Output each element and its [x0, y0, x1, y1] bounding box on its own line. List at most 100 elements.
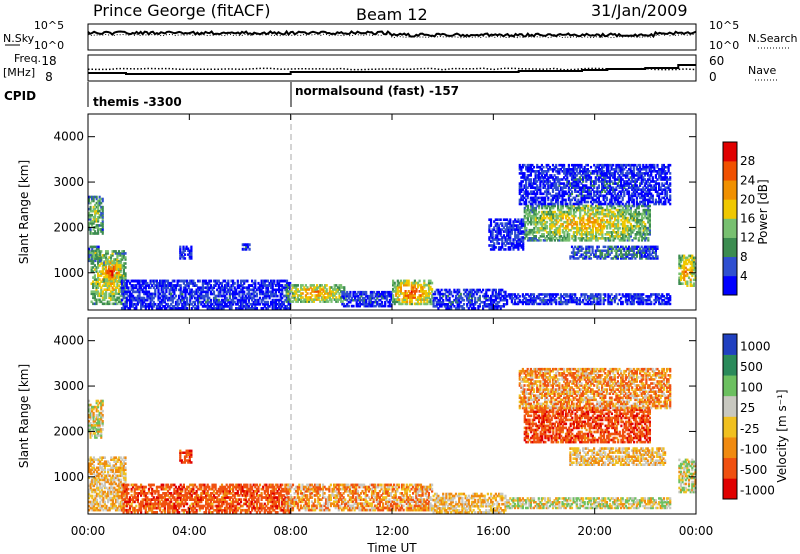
- heatmap-cell: [532, 182, 536, 185]
- heatmap-cell: [578, 178, 581, 181]
- heatmap-cell: [101, 298, 104, 302]
- heatmap-cell: [122, 282, 125, 285]
- heatmap-cell: [604, 214, 607, 218]
- heatmap-cell: [498, 305, 501, 308]
- heatmap-cell: [459, 300, 462, 304]
- heatmap-cell: [578, 165, 581, 169]
- heatmap-cell: [585, 190, 588, 193]
- heatmap-cell: [101, 264, 104, 267]
- heatmap-cell: [404, 302, 407, 306]
- heatmap-cell: [596, 210, 599, 214]
- heatmap-cell: [561, 206, 564, 210]
- heatmap-cell: [521, 174, 524, 177]
- heatmap-cell: [640, 218, 644, 222]
- heatmap-cell: [606, 226, 609, 230]
- heatmap-cell: [287, 302, 290, 306]
- heatmap-cell: [298, 294, 301, 297]
- heatmap-cell: [665, 297, 669, 300]
- heatmap-cell: [263, 305, 266, 308]
- heatmap-cell: [303, 300, 306, 303]
- heatmap-cell: [558, 224, 561, 228]
- heatmap-cell: [393, 290, 396, 293]
- heatmap-cell: [587, 231, 590, 234]
- heatmap-cell: [227, 279, 230, 283]
- heatmap-cell: [566, 218, 569, 222]
- heatmap-cell: [287, 298, 290, 301]
- heatmap-cell: [526, 190, 529, 193]
- heatmap-cell: [282, 307, 285, 310]
- heatmap-cell: [648, 226, 651, 230]
- heatmap-cell: [618, 204, 621, 208]
- heatmap-cell: [578, 297, 581, 300]
- heatmap-cell: [249, 302, 252, 306]
- heatmap-cell: [548, 176, 551, 179]
- heatmap-cell: [461, 296, 464, 300]
- heatmap-cell: [357, 290, 360, 294]
- heatmap-cell: [539, 222, 542, 226]
- heatmap-cell: [249, 294, 252, 298]
- heatmap-cell: [121, 276, 124, 279]
- heatmap-cell: [461, 307, 464, 310]
- heatmap-cell: [587, 239, 590, 242]
- heatmap-cell: [117, 279, 120, 283]
- heatmap-cell: [232, 281, 235, 285]
- heatmap-cell: [317, 290, 320, 293]
- heatmap-cell: [645, 212, 648, 216]
- heatmap-cell: [541, 220, 544, 224]
- heatmap-cell: [190, 290, 193, 294]
- heatmap-cell: [103, 277, 106, 281]
- heatmap-cell: [458, 305, 461, 308]
- heatmap-cell: [550, 210, 553, 214]
- heatmap-cell: [574, 168, 577, 171]
- heatmap-cell: [152, 305, 155, 308]
- heatmap-cell: [135, 298, 138, 302]
- heatmap-cell: [574, 222, 577, 226]
- heatmap-cell: [388, 292, 391, 296]
- heatmap-cell: [217, 307, 220, 310]
- heatmap-cell: [612, 239, 615, 242]
- heatmap-cell: [640, 293, 643, 296]
- heatmap-cell: [135, 286, 138, 290]
- heatmap-cell: [591, 231, 594, 234]
- heatmap-cell: [539, 186, 542, 189]
- heatmap-cell: [568, 216, 571, 220]
- heatmap-cell: [141, 279, 144, 283]
- heatmap-cell: [205, 300, 208, 304]
- heatmap-cell: [138, 288, 141, 292]
- heatmap-cell: [95, 278, 98, 281]
- heatmap-cell: [203, 305, 206, 308]
- heatmap-cell: [209, 307, 212, 310]
- heatmap-cell: [424, 290, 427, 293]
- heatmap-cell: [545, 231, 549, 234]
- heatmap-cell: [494, 307, 497, 310]
- heatmap-cell: [94, 251, 97, 255]
- heatmap-cell: [217, 292, 220, 296]
- heatmap-cell: [570, 295, 574, 298]
- heatmap-cell: [171, 300, 174, 304]
- heatmap-cell: [454, 296, 458, 300]
- heatmap-cell: [585, 174, 588, 177]
- heatmap-cell: [596, 208, 599, 212]
- heatmap-cell: [553, 224, 556, 228]
- heatmap-cell: [346, 302, 349, 306]
- heatmap-cell: [648, 224, 651, 228]
- heatmap-cell: [469, 305, 472, 308]
- heatmap-cell: [606, 218, 609, 222]
- heatmap-cell: [599, 220, 602, 224]
- heatmap-cell: [98, 195, 101, 199]
- heatmap-cell: [553, 297, 556, 300]
- heatmap-cell: [198, 286, 201, 290]
- heatmap-cell: [354, 294, 357, 298]
- heatmap-cell: [217, 279, 220, 283]
- heatmap-cell: [642, 204, 645, 208]
- heatmap-cell: [501, 298, 504, 302]
- heatmap-cell: [316, 298, 319, 301]
- heatmap-cell: [382, 294, 385, 298]
- heatmap-cell: [536, 188, 539, 191]
- heatmap-cell: [162, 292, 165, 296]
- heatmap-cell: [536, 180, 539, 183]
- heatmap-cell: [333, 288, 336, 291]
- heatmap-cell: [614, 216, 617, 220]
- heatmap-cell: [580, 163, 583, 167]
- heatmap-cell: [274, 300, 277, 304]
